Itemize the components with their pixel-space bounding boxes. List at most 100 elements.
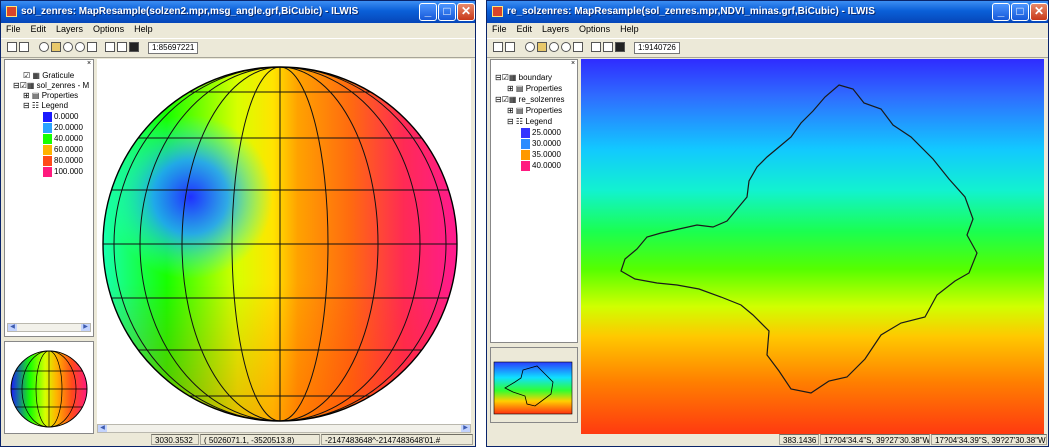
legend-label: 30.0000	[532, 139, 561, 148]
ilwis-app-icon	[6, 6, 17, 17]
legend-swatch	[521, 150, 530, 160]
menu-bar: File Edit Layers Options Help	[1, 23, 475, 37]
maximize-button[interactable]: □	[1011, 3, 1029, 21]
menu-edit[interactable]: Edit	[30, 24, 47, 34]
legend-label: 20.0000	[54, 123, 83, 132]
tree-label-map: sol_zenres - M	[36, 81, 90, 90]
menu-file[interactable]: File	[6, 24, 21, 34]
print-icon[interactable]	[117, 42, 127, 52]
save-icon[interactable]	[615, 42, 625, 52]
zoom-in-icon[interactable]	[549, 42, 559, 52]
select-icon[interactable]	[573, 42, 583, 52]
normal-icon[interactable]	[39, 42, 49, 52]
menu-layers[interactable]: Layers	[542, 24, 570, 34]
legend-label: 100.000	[54, 167, 83, 176]
zoom-out-icon[interactable]	[75, 42, 85, 52]
pan-icon[interactable]	[537, 42, 547, 52]
tree-item-map[interactable]: ⊟☑▦ re_solzenres	[495, 95, 565, 104]
tree-item-legend[interactable]: ⊟ ☷ Legend	[507, 117, 553, 126]
select-icon[interactable]	[87, 42, 97, 52]
menu-file[interactable]: File	[492, 24, 507, 34]
tree-item-legend[interactable]: ⊟ ☷ Legend	[23, 101, 69, 110]
status-coordinates: 17?04'34.4"S, 39?27'30.38"W	[820, 434, 930, 445]
copy-icon[interactable]	[591, 42, 601, 52]
status-bar: 3030.3532 ( 5026071.1, -3520513.8) -2147…	[1, 433, 475, 446]
menu-bar: File Edit Layers Options Help	[487, 23, 1048, 37]
window-title: re_solzenres: MapResample(sol_zenres.mpr…	[507, 6, 875, 17]
status-value: 383.1436	[779, 434, 819, 445]
globe-map	[102, 66, 458, 422]
map-view[interactable]	[97, 59, 471, 432]
legend-label: 40.0000	[532, 161, 561, 170]
tree-label-boundary: boundary	[518, 73, 553, 82]
print-icon[interactable]	[603, 42, 613, 52]
menu-layers[interactable]: Layers	[56, 24, 84, 34]
ilwis-app-icon	[492, 6, 503, 17]
overview-globe	[10, 350, 88, 428]
normal-icon[interactable]	[525, 42, 535, 52]
legend-label: 60.0000	[54, 145, 83, 154]
tree-label-properties: Properties	[525, 84, 563, 93]
legend-swatch	[521, 139, 530, 149]
layer-display-icon[interactable]	[19, 42, 29, 52]
status-bar: 383.1436 17?04'34.4"S, 39?27'30.38"W 17?…	[487, 433, 1048, 446]
legend-swatch	[521, 161, 530, 171]
window-title: sol_zenres: MapResample(solzen2.mpr,msg_…	[21, 6, 359, 17]
save-icon[interactable]	[129, 42, 139, 52]
status-latlon: 17?04'34.39"S, 39?27'30.38"W	[931, 434, 1047, 445]
tree-item-properties[interactable]: ⊞ ▤ Properties	[23, 91, 79, 100]
legend-label: 35.0000	[532, 150, 561, 159]
zoom-out-icon[interactable]	[561, 42, 571, 52]
map-view[interactable]	[581, 59, 1044, 434]
tree-item-map[interactable]: ⊟☑▦ sol_zenres - M	[13, 81, 90, 90]
tree-label-map: re_solzenres	[518, 95, 565, 104]
scale-field[interactable]: 1:9140726	[634, 42, 680, 54]
legend-swatch	[43, 145, 52, 155]
close-button[interactable]: ✕	[1030, 3, 1048, 21]
legend-swatch	[43, 156, 52, 166]
pan-icon[interactable]	[51, 42, 61, 52]
tree-item-graticule[interactable]: ☑ ▦ Graticule	[23, 71, 75, 80]
overview-pane[interactable]	[4, 341, 94, 434]
map-hscrollbar[interactable]: ◀ ▶	[97, 424, 471, 433]
menu-options[interactable]: Options	[93, 24, 125, 34]
scroll-right-icon[interactable]: ▶	[461, 425, 470, 432]
menu-help[interactable]: Help	[620, 24, 639, 34]
entire-map-icon[interactable]	[7, 42, 17, 52]
overview-pane[interactable]	[490, 347, 578, 423]
legend-swatch	[43, 112, 52, 122]
entire-map-icon[interactable]	[493, 42, 503, 52]
layer-display-icon[interactable]	[505, 42, 515, 52]
scroll-left-icon[interactable]: ◀	[8, 324, 17, 331]
tree-label-properties: Properties	[525, 106, 563, 115]
legend-label: 80.0000	[54, 156, 83, 165]
maximize-button[interactable]: □	[438, 3, 456, 21]
close-button[interactable]: ✕	[457, 3, 475, 21]
minimize-button[interactable]: _	[992, 3, 1010, 21]
boundary-outline	[620, 84, 978, 394]
legend-label: 25.0000	[532, 128, 561, 137]
copy-icon[interactable]	[105, 42, 115, 52]
title-bar[interactable]: sol_zenres: MapResample(solzen2.mpr,msg_…	[1, 1, 475, 23]
status-coordinates: ( 5026071.1, -3520513.8)	[200, 434, 320, 445]
menu-options[interactable]: Options	[579, 24, 611, 34]
tree-item-properties[interactable]: ⊞ ▤ Properties	[507, 84, 563, 93]
window-re-solzenres: re_solzenres: MapResample(sol_zenres.mpr…	[486, 0, 1049, 447]
scroll-right-icon[interactable]: ▶	[81, 324, 90, 331]
scale-field[interactable]: 1:85697221	[148, 42, 199, 54]
menu-edit[interactable]: Edit	[516, 24, 533, 34]
minimize-button[interactable]: _	[419, 3, 437, 21]
overview-map	[493, 361, 573, 415]
menu-help[interactable]: Help	[134, 24, 153, 34]
tree-item-boundary[interactable]: ⊟☑▦ boundary	[495, 73, 553, 82]
scroll-left-icon[interactable]: ◀	[98, 425, 107, 432]
tree-item-properties[interactable]: ⊞ ▤ Properties	[507, 106, 563, 115]
tree-label-properties: Properties	[41, 91, 79, 100]
zoom-in-icon[interactable]	[63, 42, 73, 52]
pane-close-icon[interactable]: ×	[87, 60, 92, 67]
pane-close-icon[interactable]: ×	[571, 60, 576, 67]
legend-swatch	[521, 128, 530, 138]
resampled-raster-map	[581, 59, 1044, 434]
title-bar[interactable]: re_solzenres: MapResample(sol_zenres.mpr…	[487, 1, 1048, 23]
tree-hscrollbar[interactable]: ◀ ▶	[7, 323, 91, 332]
